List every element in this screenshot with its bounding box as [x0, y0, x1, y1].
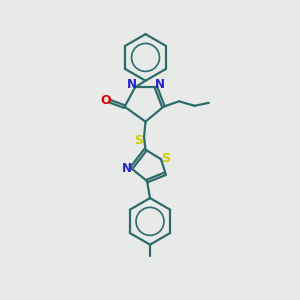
Text: S: S — [161, 152, 170, 165]
Text: S: S — [134, 134, 143, 147]
Text: O: O — [100, 94, 111, 107]
Text: N: N — [154, 78, 165, 91]
Text: N: N — [122, 162, 132, 175]
Text: N: N — [127, 78, 136, 91]
